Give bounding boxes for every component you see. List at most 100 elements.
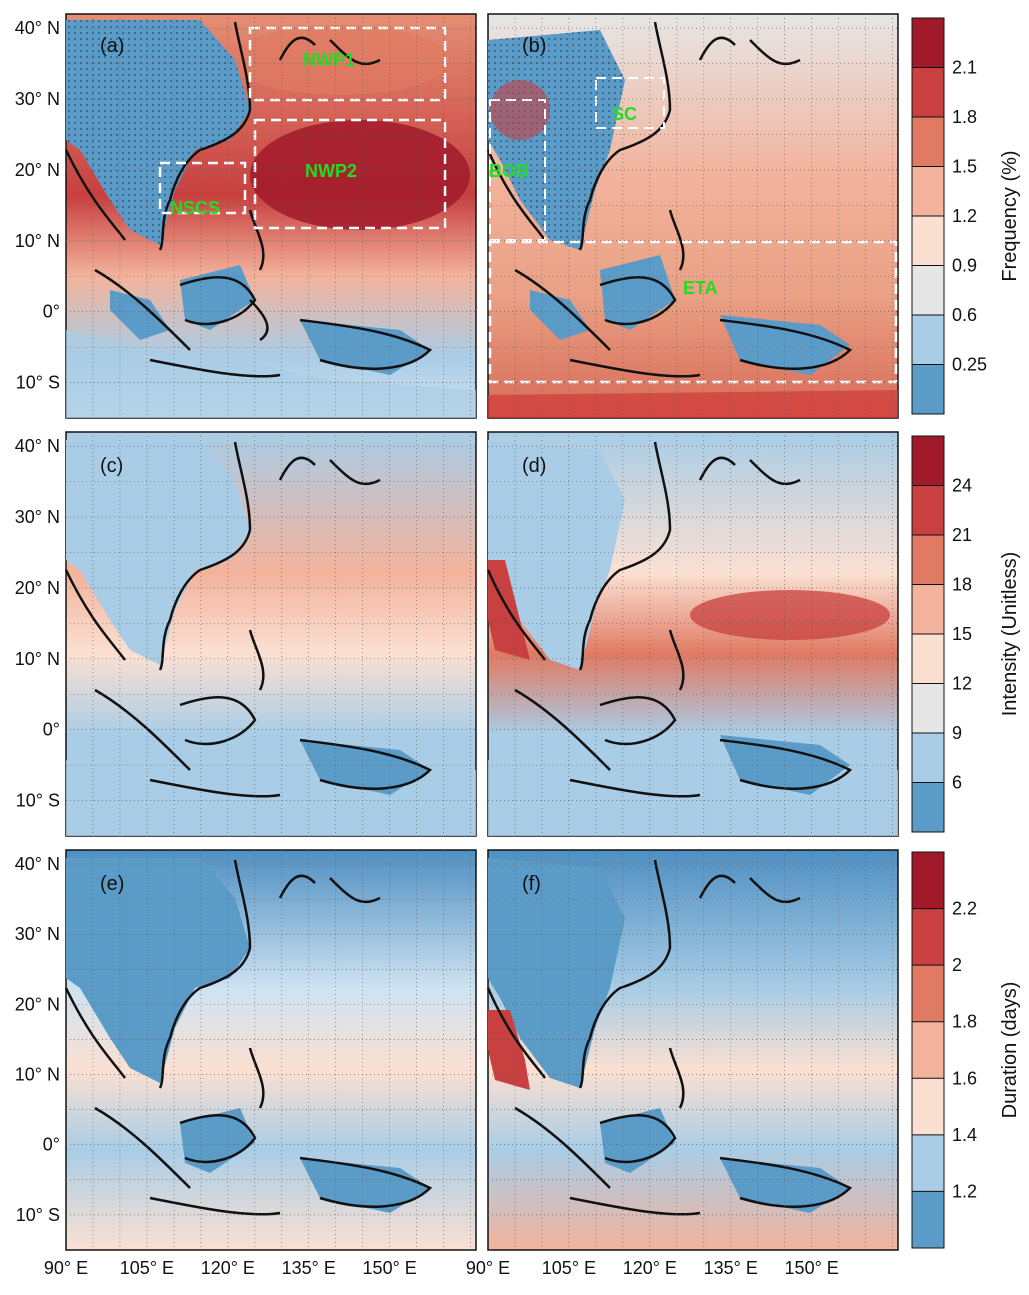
lat-label: 10° S [16,373,60,393]
lat-label: 10° S [16,791,60,811]
panel-letter-a: (a) [100,35,124,57]
colorbar-segment [912,683,944,733]
colorbar: 2.2 2 1.8 1.6 1.4 1.2 Duration (days) [911,851,1021,1249]
colorbar-tick-label: 1.6 [952,1068,977,1088]
lon-label: 105° E [120,1258,174,1278]
panel-letter-f: (f) [522,873,541,895]
lat-label: 10° N [15,649,60,669]
colorbar-segment [912,852,944,909]
colorbar: 2.1 1.8 1.5 1.2 0.9 0.6 0.25 Frequency (%) [911,17,1021,415]
lat-label: 10° N [15,1065,60,1085]
colorbar-tick-label: 1.2 [952,206,977,226]
lat-label: 0° [43,720,60,740]
region-label-eta: ETA [683,278,718,298]
panel-letter-c: (c) [100,455,123,477]
colorbar-frame [911,851,945,1249]
colorbar-segment [912,265,944,315]
lon-label: 135° E [282,1258,336,1278]
colorbar-tick-label: 1.4 [952,1125,977,1145]
lat-label: 20° N [15,160,60,180]
colorbar-segment [912,166,944,216]
region-label-sc: SC [612,104,637,124]
lat-label: 40° N [15,18,60,38]
panel-letter-e: (e) [100,873,124,895]
colorbar-tick-label: 1.8 [952,1012,977,1032]
colorbar-segment [912,485,944,535]
panel-letter-d: (d) [522,455,546,477]
colorbar-segment [912,965,944,1022]
panel-letter-b: (b) [522,35,546,57]
colorbar-title: Intensity (Unitless) [999,552,1021,717]
lat-label: 10° N [15,231,60,251]
gridlines [66,14,898,1250]
colorbar-tick-label: 2 [952,955,962,975]
region-box-nscs [158,161,247,215]
colorbar-tick-label: 21 [952,525,972,545]
colorbar-segment [912,1021,944,1079]
region-label-nwp2: NWP2 [305,161,357,181]
map-panel-d: (d) [486,431,899,837]
lat-label: 0° [43,302,60,322]
lat-label: 20° N [15,994,60,1014]
colorbar-segment [912,18,944,68]
colorbar-tick-label: 1.5 [952,157,977,177]
map-panel-f: (f) [486,849,899,1251]
colorbar-tick-label: 24 [952,476,972,496]
colorbar-tick-label: 9 [952,723,962,743]
colorbar-segment [912,436,944,486]
colorbar-segment [912,216,944,266]
lat-label: 0° [43,1135,60,1155]
lat-label: 30° N [15,89,60,109]
region-box-nwp1 [248,26,447,102]
colorbar-tick-label: 0.25 [952,355,987,375]
colorbar-segment [912,908,944,966]
colorbar-tick-label: 1.8 [952,107,977,127]
latitude-labels: 40° N 30° N 20° N 10° N 0° 10° S 40° N 30° N 20°… [15,18,60,1225]
lon-label: 150° E [363,1258,417,1278]
colorbar-segment [912,315,944,365]
lat-label: 30° N [15,924,60,944]
lon-label: 120° E [201,1258,255,1278]
lat-label: 40° N [15,436,60,456]
colorbar-segment [912,1191,944,1248]
colorbar-tick-label: 15 [952,624,972,644]
colorbar-tick-label: 0.6 [952,305,977,325]
colorbars: 2.1 1.8 1.5 1.2 0.9 0.6 0.25 Frequency (%) 24 21 1… [911,17,1021,1249]
lat-label: 30° N [15,507,60,527]
colorbar-segment [912,584,944,634]
colorbar-segment [912,67,944,117]
colorbar-tick-label: 18 [952,575,972,595]
region-box-nwp2 [253,118,447,230]
region-label-nscs: NSCS [170,198,220,218]
region-box-bob [489,99,546,241]
lat-label: 40° N [15,854,60,874]
colorbar-segment [912,782,944,832]
colorbar-title: Frequency (%) [999,150,1021,281]
colorbar-tick-label: 6 [952,773,962,793]
colorbar-segment [912,364,944,414]
colorbar-segment [912,535,944,585]
map-panel-a: (a) NWP1 NWP2 NSCS [64,13,477,419]
lon-label: 150° E [785,1258,839,1278]
lon-label: 105° E [542,1258,596,1278]
map-panel-e: (e) [64,849,477,1251]
lon-label: 90° E [466,1258,510,1278]
map-panel-c: (c) [64,431,477,837]
colorbar-tick-label: 0.9 [952,256,977,276]
lon-label: 135° E [704,1258,758,1278]
lat-label: 10° S [16,1205,60,1225]
region-label-bob: BOB [489,161,529,181]
colorbar-tick-label: 2.2 [952,899,977,919]
colorbar-segment [912,1078,944,1135]
lat-label: 20° N [15,578,60,598]
colorbar-segment [912,117,944,167]
colorbar-segment [912,1134,944,1192]
lon-label: 120° E [623,1258,677,1278]
lon-label: 90° E [44,1258,88,1278]
map-panel-b: (b) SC BOB ETA [486,13,899,419]
colorbar-title: Duration (days) [999,982,1021,1119]
colorbar-tick-label: 2.1 [952,58,977,78]
colorbar-segment [912,733,944,783]
colorbar-tick-label: 12 [952,674,972,694]
